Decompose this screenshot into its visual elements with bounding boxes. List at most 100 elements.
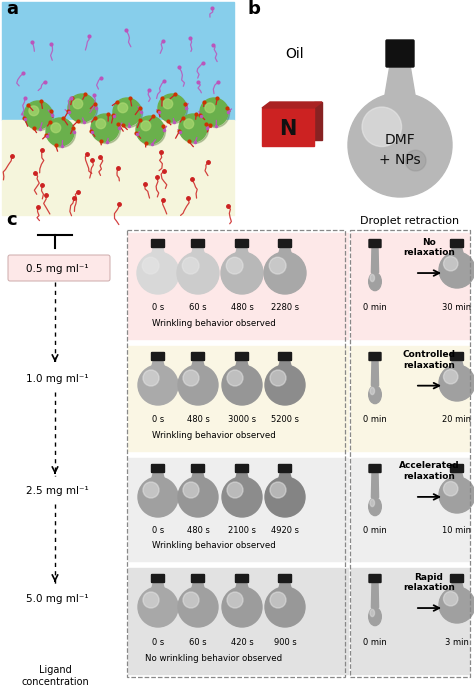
Circle shape [183, 370, 199, 386]
Text: 1.0 mg ml⁻¹: 1.0 mg ml⁻¹ [26, 374, 88, 384]
FancyBboxPatch shape [191, 352, 204, 361]
Circle shape [227, 592, 243, 608]
Bar [128, 458, 348, 561]
Circle shape [348, 93, 452, 197]
Ellipse shape [369, 386, 381, 404]
Polygon shape [372, 247, 379, 273]
FancyBboxPatch shape [152, 352, 164, 361]
Polygon shape [372, 360, 379, 386]
Circle shape [115, 100, 143, 128]
Ellipse shape [369, 273, 381, 291]
Text: Wrinkling behavior observed: Wrinkling behavior observed [152, 319, 276, 328]
Circle shape [201, 100, 229, 128]
Circle shape [158, 94, 186, 122]
Polygon shape [236, 582, 248, 589]
Polygon shape [191, 582, 204, 589]
Text: 3000 s: 3000 s [228, 415, 256, 424]
Text: Wrinkling behavior observed: Wrinkling behavior observed [152, 431, 276, 440]
Circle shape [265, 477, 305, 517]
Bar [127, 230, 345, 677]
FancyBboxPatch shape [369, 574, 381, 583]
Circle shape [270, 370, 286, 386]
Text: Wrinkling behavior observed: Wrinkling behavior observed [152, 541, 276, 550]
Circle shape [183, 592, 199, 608]
Text: b: b [248, 0, 261, 18]
Circle shape [113, 98, 141, 126]
Circle shape [222, 477, 262, 517]
Circle shape [227, 482, 243, 498]
Circle shape [265, 365, 305, 405]
Text: c: c [6, 211, 17, 229]
Circle shape [92, 115, 120, 144]
Circle shape [47, 120, 75, 147]
Circle shape [138, 477, 178, 517]
FancyBboxPatch shape [191, 574, 204, 583]
Polygon shape [191, 247, 204, 254]
Text: 2280 s: 2280 s [271, 303, 299, 312]
Polygon shape [236, 247, 248, 254]
Circle shape [143, 592, 159, 608]
Circle shape [226, 257, 243, 274]
Ellipse shape [370, 388, 374, 395]
Bar [128, 568, 348, 674]
FancyBboxPatch shape [450, 464, 464, 473]
FancyBboxPatch shape [191, 464, 204, 473]
Polygon shape [372, 582, 379, 607]
Circle shape [24, 101, 52, 129]
Polygon shape [262, 102, 322, 108]
Text: 5200 s: 5200 s [271, 415, 299, 424]
Circle shape [178, 477, 218, 517]
Text: 4920 s: 4920 s [271, 526, 299, 535]
Text: Rapid
relaxation: Rapid relaxation [403, 573, 455, 592]
FancyBboxPatch shape [152, 240, 164, 247]
Text: 0.5 mg ml⁻¹: 0.5 mg ml⁻¹ [26, 264, 88, 274]
Text: No
relaxation: No relaxation [403, 238, 455, 257]
Circle shape [182, 257, 199, 274]
Text: 3 min: 3 min [445, 638, 469, 647]
FancyBboxPatch shape [152, 574, 164, 583]
Circle shape [270, 592, 286, 608]
Text: 60 s: 60 s [189, 638, 207, 647]
Bar [351, 458, 469, 561]
Circle shape [70, 95, 98, 124]
Polygon shape [279, 247, 292, 254]
Bar [351, 346, 469, 451]
Text: 480 s: 480 s [187, 526, 210, 535]
Bar [2, 120, 234, 215]
FancyBboxPatch shape [152, 464, 164, 473]
Circle shape [269, 257, 286, 274]
Polygon shape [372, 472, 379, 498]
Circle shape [73, 99, 82, 108]
Text: 20 min: 20 min [443, 415, 472, 424]
Text: 60 s: 60 s [189, 303, 207, 312]
Circle shape [444, 370, 458, 384]
Circle shape [163, 99, 173, 108]
Ellipse shape [370, 500, 374, 507]
Circle shape [227, 370, 243, 386]
Circle shape [143, 370, 159, 386]
Polygon shape [191, 472, 204, 479]
FancyBboxPatch shape [369, 240, 381, 247]
Circle shape [184, 119, 194, 129]
Polygon shape [451, 472, 463, 479]
Text: 0 min: 0 min [363, 303, 387, 312]
FancyBboxPatch shape [279, 464, 292, 473]
Text: 480 s: 480 s [187, 415, 210, 424]
Polygon shape [451, 360, 463, 367]
Circle shape [136, 116, 164, 144]
Text: 0 s: 0 s [152, 303, 164, 312]
Bar [2, 2, 234, 120]
FancyBboxPatch shape [8, 255, 110, 281]
Polygon shape [385, 65, 415, 95]
Circle shape [46, 118, 74, 146]
FancyBboxPatch shape [450, 574, 464, 583]
FancyBboxPatch shape [236, 352, 248, 361]
Polygon shape [236, 472, 248, 479]
Text: 30 min: 30 min [442, 303, 472, 312]
Polygon shape [152, 582, 164, 589]
Circle shape [178, 365, 218, 405]
Bar [128, 233, 348, 339]
Polygon shape [236, 360, 248, 367]
Polygon shape [152, 247, 164, 254]
Text: DMF
+ NPs: DMF + NPs [379, 133, 421, 167]
